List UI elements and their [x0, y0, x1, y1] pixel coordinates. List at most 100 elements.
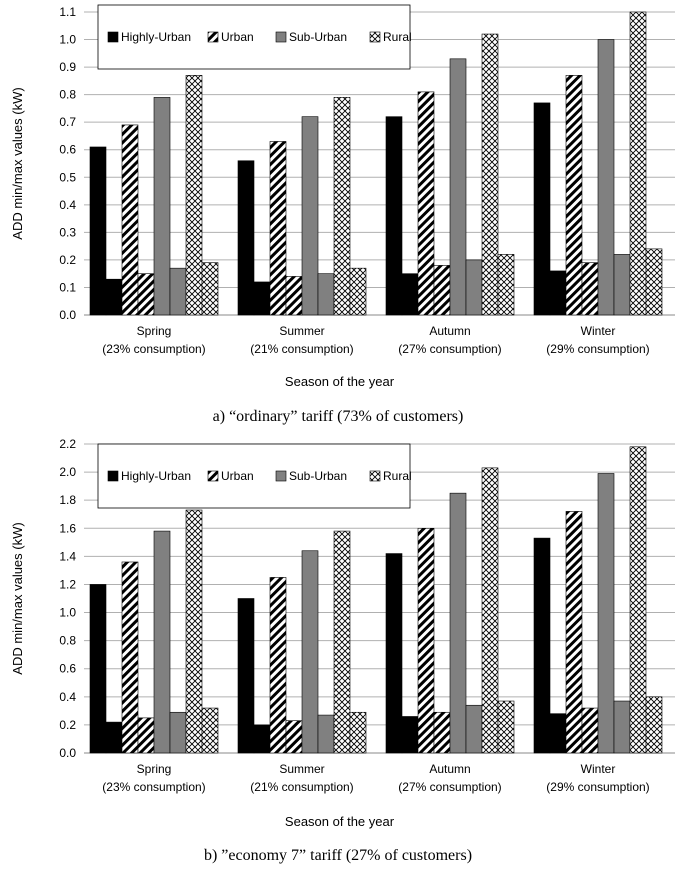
figure-caption: a) “ordinary” tariff (73% of customers) — [213, 408, 464, 425]
bar-highly-urban-min — [549, 270, 567, 316]
y-tick-label: 0.8 — [59, 634, 76, 648]
y-tick-label: 0.2 — [59, 253, 76, 267]
category-label: Spring — [137, 324, 172, 338]
legend-swatch-urban — [207, 31, 219, 43]
legend-label: Sub-Urban — [289, 30, 347, 44]
bar-urban-min — [581, 262, 599, 316]
bar-urban-min — [581, 707, 599, 754]
category-sublabel: (23% consumption) — [102, 342, 205, 356]
bar-urban-max — [417, 91, 435, 316]
legend-swatch-highly-urban — [107, 31, 119, 43]
bar-sub-urban-min — [317, 714, 335, 754]
y-tick-label: 0.0 — [59, 308, 76, 322]
legend-swatch-rural — [369, 470, 381, 482]
y-tick-label: 0.4 — [59, 690, 76, 704]
legend-label: Urban — [221, 30, 254, 44]
legend: Highly-Urban Urban Sub-Urban Rural — [97, 4, 412, 70]
bar-rural-min — [201, 262, 219, 316]
bar-rural-min — [645, 696, 663, 754]
bar-highly-urban-max — [385, 116, 403, 316]
legend-label: Rural — [383, 469, 412, 483]
y-tick-label: 2.2 — [59, 437, 76, 451]
bar-sub-urban-min — [465, 259, 483, 316]
bar-highly-urban-min — [105, 278, 123, 316]
bar-urban-max — [417, 527, 435, 754]
y-tick-label: 0.6 — [59, 143, 76, 157]
y-tick-label: 0.6 — [59, 662, 76, 676]
bar-urban-min — [137, 273, 155, 316]
bar-highly-urban-max — [89, 146, 107, 316]
category-label: Winter — [581, 762, 616, 776]
legend-swatch-sub-urban — [275, 470, 287, 482]
category-sublabel: (27% consumption) — [398, 780, 501, 794]
bar-urban-max — [269, 577, 287, 754]
bar-urban-max — [269, 141, 287, 316]
y-tick-label: 1.6 — [59, 521, 76, 535]
bar-highly-urban-max — [237, 160, 255, 316]
legend-box — [97, 443, 411, 509]
y-tick-label: 1.0 — [59, 33, 76, 47]
bar-highly-urban-min — [549, 713, 567, 754]
legend: Highly-Urban Urban Sub-Urban Rural — [97, 443, 412, 509]
bar-sub-urban-max — [153, 97, 171, 316]
bar-sub-urban-max — [597, 473, 615, 754]
y-tick-label: 0.1 — [59, 280, 76, 294]
bar-urban-max — [565, 511, 583, 754]
y-axis-label: ADD min/max values (kW) — [10, 522, 25, 674]
legend-swatch-rural — [369, 31, 381, 43]
y-tick-label: 0.0 — [59, 746, 76, 760]
category-sublabel: (21% consumption) — [250, 780, 353, 794]
bar-highly-urban-min — [253, 281, 271, 316]
category-label: Summer — [279, 324, 324, 338]
y-tick-label: 1.8 — [59, 493, 76, 507]
x-axis-label: Season of the year — [285, 374, 395, 389]
bar-urban-max — [565, 75, 583, 316]
bar-rural-min — [645, 248, 663, 316]
bar-highly-urban-max — [237, 598, 255, 754]
legend-swatch-sub-urban — [275, 31, 287, 43]
y-tick-label: 0.4 — [59, 198, 76, 212]
bar-sub-urban-min — [613, 254, 631, 316]
bar-rural-max — [185, 75, 203, 316]
legend-label: Highly-Urban — [121, 30, 191, 44]
bar-sub-urban-min — [317, 273, 335, 316]
bar-sub-urban-min — [169, 711, 187, 754]
legend-label: Rural — [383, 30, 412, 44]
y-tick-label: 0.2 — [59, 718, 76, 732]
chart-economy7-tariff: 0.0 0.2 0.4 0.6 0.8 1.0 1.2 1.4 1.6 1.8 2.0 2.2 Spri… — [10, 437, 675, 864]
bar-rural-max — [185, 509, 203, 754]
y-tick-label: 1.0 — [59, 606, 76, 620]
y-tick-label: 0.5 — [59, 170, 76, 184]
y-tick-label: 1.2 — [59, 577, 76, 591]
category-label: Summer — [279, 762, 324, 776]
bar-rural-max — [481, 467, 499, 754]
y-tick-label: 2.0 — [59, 465, 76, 479]
y-tick-label: 1.4 — [59, 549, 76, 563]
x-axis-label: Season of the year — [285, 814, 395, 829]
bar-sub-urban-max — [449, 58, 467, 316]
bar-highly-urban-max — [385, 553, 403, 754]
legend-swatch-urban — [207, 470, 219, 482]
bar-urban-min — [433, 711, 451, 754]
y-tick-label: 0.9 — [59, 60, 76, 74]
bar-rural-max — [333, 530, 351, 754]
category-sublabel: (23% consumption) — [102, 780, 205, 794]
bar-urban-min — [137, 717, 155, 754]
bar-highly-urban-min — [105, 721, 123, 754]
category-sublabel: (27% consumption) — [398, 342, 501, 356]
bar-rural-min — [349, 711, 367, 754]
bar-highly-urban-max — [533, 537, 551, 754]
y-axis-label: ADD min/max values (kW) — [10, 87, 25, 239]
bar-urban-min — [433, 265, 451, 316]
bar-rural-min — [497, 254, 515, 316]
bar-sub-urban-max — [301, 116, 319, 316]
legend-label: Urban — [221, 469, 254, 483]
y-tick-label: 0.3 — [59, 225, 76, 239]
legend-label: Highly-Urban — [121, 469, 191, 483]
y-tick-label: 0.7 — [59, 115, 76, 129]
y-tick-label: 0.8 — [59, 88, 76, 102]
legend-label: Sub-Urban — [289, 469, 347, 483]
bar-rural-max — [481, 33, 499, 316]
